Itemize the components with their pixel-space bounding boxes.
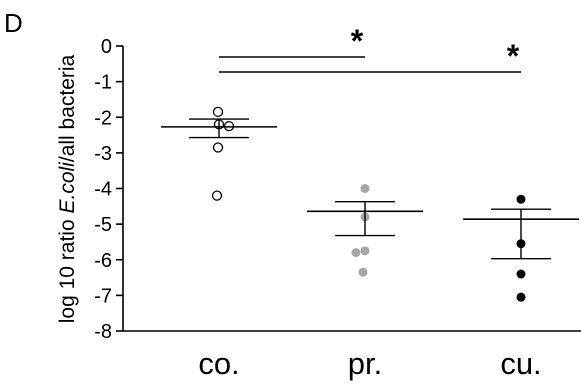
data-point	[351, 248, 361, 258]
data-point	[360, 246, 370, 256]
x-category-label: cu.	[500, 346, 541, 381]
group-cu	[463, 194, 579, 302]
y-tick-label: -4	[94, 179, 112, 201]
x-category-label: co.	[198, 346, 239, 381]
data-point	[360, 184, 370, 193]
data-point	[211, 190, 223, 201]
x-category-label: pr.	[348, 346, 382, 381]
y-tick-label: -5	[94, 214, 112, 236]
group-pr	[307, 184, 423, 277]
y-tick-label: 0	[101, 36, 112, 58]
data-point	[516, 292, 526, 302]
y-axis-label-italic: E.coli	[56, 161, 79, 214]
data-point	[212, 142, 224, 153]
data-point	[516, 194, 526, 204]
data-point	[212, 106, 224, 118]
group-co	[161, 106, 277, 201]
significance-star: *	[351, 23, 364, 59]
y-tick-label: -2	[94, 107, 112, 129]
y-axis-label: log 10 ratio E.coli/all bacteria	[56, 54, 79, 323]
y-axis-label-part: log 10 ratio	[56, 214, 79, 324]
data-marks: * *	[161, 23, 579, 302]
y-tick-label: -7	[94, 285, 112, 307]
y-axis-label-part: /all bacteria	[56, 54, 79, 162]
data-point	[516, 269, 526, 279]
y-tick-label: -6	[94, 250, 112, 272]
y-tick-label: -1	[94, 72, 112, 94]
data-point	[358, 267, 368, 277]
panel-label: D	[4, 8, 23, 38]
significance-star: *	[507, 38, 520, 74]
y-tick-label: -3	[94, 143, 112, 165]
axes: 0 -1 -2 -3 -4 -5 -6 -7 -8 log 10 ratio E.coli/all…	[56, 36, 581, 381]
y-tick-label: -8	[94, 321, 112, 343]
